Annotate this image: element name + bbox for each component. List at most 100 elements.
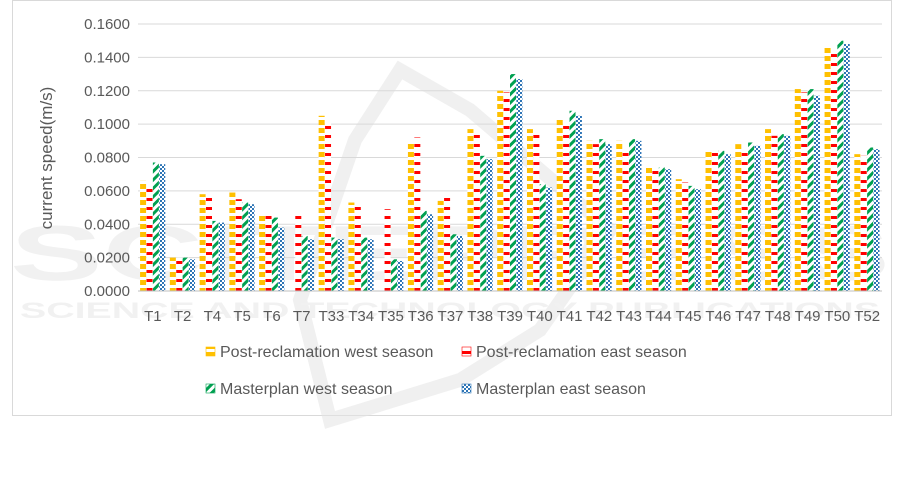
y-tick-label: 0.0200 xyxy=(84,250,130,267)
y-tick-label: 0.1600 xyxy=(84,16,130,33)
bar-T7-series-2 xyxy=(295,214,302,291)
bar-T50-series-1 xyxy=(824,45,831,291)
bar-T38-series-2 xyxy=(473,130,480,291)
bar-T39-series-3 xyxy=(510,74,516,291)
legend-swatch-4 xyxy=(461,383,472,394)
x-tick-label: T52 xyxy=(854,308,880,325)
x-tick-label: T44 xyxy=(646,308,672,325)
bar-T43-series-2 xyxy=(622,150,629,291)
bar-T46-series-4 xyxy=(724,154,731,291)
bar-T47-series-4 xyxy=(754,145,761,291)
bar-T35-series-3 xyxy=(390,259,397,291)
bar-T37-series-3 xyxy=(450,234,457,291)
bar-T38-series-3 xyxy=(480,155,487,291)
bar-T52-series-3 xyxy=(867,147,874,291)
bar-T5-series-3 xyxy=(242,202,249,291)
bar-T40-series-4 xyxy=(546,187,553,291)
bar-T48-series-4 xyxy=(784,135,791,291)
bar-T41-series-3 xyxy=(569,110,576,292)
bar-T1-series-1 xyxy=(140,180,147,291)
bar-T33-series-3 xyxy=(331,237,338,291)
bar-T44-series-4 xyxy=(665,169,672,291)
x-tick-label: T36 xyxy=(408,308,434,325)
bar-T40-series-2 xyxy=(533,132,540,291)
bar-T33-series-2 xyxy=(325,120,332,291)
bar-T47-series-3 xyxy=(748,142,755,291)
bar-T49-series-2 xyxy=(801,92,808,291)
legend-label-3: Masterplan west season xyxy=(220,381,393,398)
bar-T44-series-2 xyxy=(652,169,659,291)
bars xyxy=(140,40,880,292)
bar-T46-series-3 xyxy=(718,150,725,291)
x-tick-label: T2 xyxy=(174,308,192,325)
bar-T42-series-4 xyxy=(605,144,612,291)
bar-T49-series-1 xyxy=(794,89,801,291)
bar-T46-series-2 xyxy=(711,152,718,291)
bar-T50-series-3 xyxy=(837,40,844,291)
bar-T36-series-1 xyxy=(407,142,414,291)
bar-T1-series-3 xyxy=(152,162,159,291)
x-tick-label: T38 xyxy=(467,308,493,325)
bar-T42-series-1 xyxy=(586,140,593,291)
bar-T6-series-1 xyxy=(259,215,266,291)
x-tick-label: T7 xyxy=(293,308,311,325)
bar-T42-series-3 xyxy=(599,139,606,291)
bar-T6-series-4 xyxy=(278,227,285,291)
bar-T5-series-4 xyxy=(248,204,255,291)
y-tick-label: 0.0800 xyxy=(84,150,130,167)
bar-T34-series-1 xyxy=(348,202,355,291)
legend: Post-reclamation west season Post-reclama… xyxy=(205,344,687,398)
bar-T7-series-3 xyxy=(301,235,308,291)
x-tick-label: T34 xyxy=(348,308,374,325)
x-tick-label: T42 xyxy=(586,308,612,325)
x-tick-label: T41 xyxy=(557,308,583,325)
bar-T39-series-1 xyxy=(497,90,504,291)
bar-T6-series-2 xyxy=(265,214,272,291)
legend-swatch-1 xyxy=(205,346,216,357)
x-tick-label: T35 xyxy=(378,308,404,325)
bar-T2-series-4 xyxy=(189,259,196,291)
bar-T38-series-4 xyxy=(486,159,493,291)
legend-label-1: Post-reclamation west season xyxy=(220,344,433,361)
bar-T36-series-2 xyxy=(414,137,421,291)
x-tick-label: T43 xyxy=(616,308,642,325)
bar-T49-series-3 xyxy=(807,89,814,291)
bar-T35-series-4 xyxy=(397,260,404,291)
bar-T47-series-2 xyxy=(741,147,748,291)
watermark-shape xyxy=(292,60,620,429)
x-tick-label: T5 xyxy=(233,308,251,325)
y-axis-title: current speed(m/s) xyxy=(37,87,56,230)
bar-T50-series-2 xyxy=(830,54,837,291)
bar-T45-series-2 xyxy=(682,182,689,291)
bar-T1-series-2 xyxy=(146,184,153,291)
bar-T39-series-2 xyxy=(503,92,510,291)
bar-T43-series-4 xyxy=(635,140,642,291)
bar-T43-series-3 xyxy=(629,139,636,291)
bar-T34-series-4 xyxy=(367,239,374,291)
y-tick-label: 0.0000 xyxy=(84,283,130,300)
x-tick-label: T33 xyxy=(319,308,345,325)
bar-T48-series-1 xyxy=(765,129,772,291)
bar-T40-series-3 xyxy=(539,184,546,291)
bar-T40-series-1 xyxy=(526,129,533,291)
bar-T34-series-2 xyxy=(354,202,361,291)
bar-T37-series-2 xyxy=(444,195,451,291)
bar-T43-series-1 xyxy=(616,140,623,291)
bar-T36-series-3 xyxy=(420,210,427,291)
bar-T38-series-1 xyxy=(467,129,474,291)
x-tick-label: T50 xyxy=(824,308,850,325)
watermark-subtitle: SCIENCE AND TECHNOLOGY PUBLICATIONS xyxy=(20,298,880,323)
bar-T7-series-4 xyxy=(308,239,315,291)
y-tick-label: 0.1400 xyxy=(84,49,130,66)
x-tick-label: T37 xyxy=(438,308,464,325)
bar-T4-series-2 xyxy=(206,195,212,291)
bar-T6-series-3 xyxy=(271,217,278,291)
bar-T37-series-1 xyxy=(437,200,444,291)
legend-swatch-2 xyxy=(461,346,472,357)
x-tick-label: T39 xyxy=(497,308,523,325)
y-tick-label: 0.0400 xyxy=(84,216,130,233)
axes: 0.0000 0.0200 0.0400 0.0600 0.0800 0.1000 0.12… xyxy=(84,16,882,325)
bar-T4-series-3 xyxy=(212,220,219,291)
bar-T41-series-2 xyxy=(563,122,570,291)
